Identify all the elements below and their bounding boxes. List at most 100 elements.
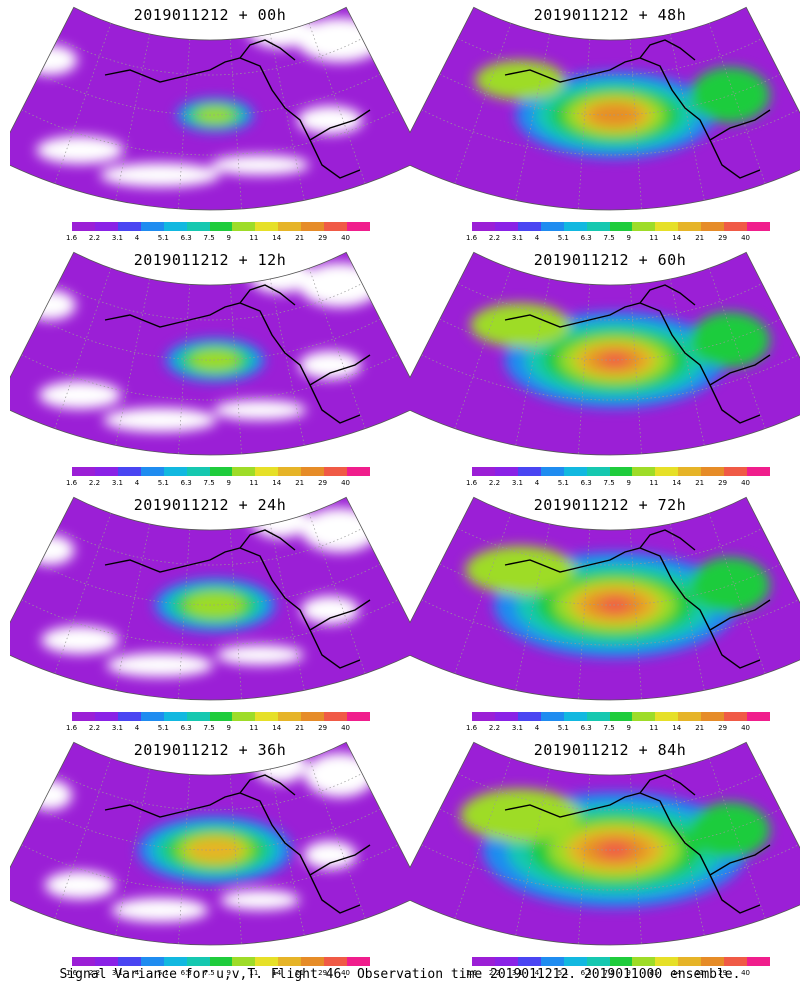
- colorbar-segment: [140, 222, 164, 231]
- colorbar-segment: [278, 957, 302, 966]
- colorbar-label: 29: [318, 969, 328, 977]
- colorbar-label: 14: [272, 234, 282, 242]
- colorbar: [72, 712, 370, 721]
- coastline: [504, 774, 771, 914]
- colorbar-label: 6.3: [180, 969, 192, 977]
- colorbar-segment: [655, 712, 679, 721]
- colorbar-label: 6.3: [580, 969, 592, 977]
- colorbar-label: 5.1: [157, 234, 169, 242]
- colorbar-label: 29: [718, 969, 728, 977]
- colorbar-segment: [494, 957, 518, 966]
- colorbar-segment: [163, 222, 187, 231]
- coastline: [504, 284, 771, 424]
- colorbar-label: 21: [295, 479, 305, 487]
- colorbar-label: 3.1: [511, 724, 523, 732]
- forecast-panel: 2019011212 + 72h 1.6 2.2 3.1 4 5.1 6.3 7.5 9 11 14…: [410, 490, 800, 735]
- colorbar-segment: [724, 957, 748, 966]
- colorbar-label: 9: [226, 234, 231, 242]
- colorbar-label: 1.6: [66, 234, 78, 242]
- colorbar-label: 29: [318, 479, 328, 487]
- colorbar-segment: [255, 467, 279, 476]
- map-frame: [10, 251, 410, 456]
- colorbar-segment: [301, 467, 325, 476]
- colorbar-label: 11: [649, 234, 659, 242]
- colorbar-segment: [163, 467, 187, 476]
- colorbar-label: 14: [272, 724, 282, 732]
- colorbar-label: 4: [534, 479, 540, 487]
- colorbar-label: 2.2: [488, 479, 501, 487]
- colorbar: [72, 957, 370, 966]
- colorbar-label: 3.1: [111, 969, 123, 977]
- colorbar-label: 21: [295, 234, 305, 242]
- colorbar-segment: [472, 712, 495, 721]
- forecast-panel: 2019011212 + 36h 1.6 2.2 3.1 4 5.1 6.3 7.5 9 11 14…: [10, 735, 410, 980]
- colorbar-label: 3.1: [111, 724, 123, 732]
- colorbar-label: 40: [341, 969, 350, 977]
- panel-title: 2019011212 + 36h: [133, 741, 287, 759]
- colorbar-label: 2.2: [488, 234, 501, 242]
- colorbar-label: 9: [626, 234, 631, 242]
- colorbar-label: 3.1: [511, 969, 523, 977]
- colorbar-segment: [678, 957, 702, 966]
- colorbar-label: 3.1: [511, 479, 523, 487]
- colorbar-label: 29: [718, 479, 728, 487]
- colorbar-label: 5.1: [157, 724, 169, 732]
- colorbar-label: 6.3: [580, 234, 592, 242]
- colorbar: [472, 467, 770, 476]
- colorbar-segment: [255, 957, 279, 966]
- colorbar-label: 40: [741, 234, 750, 242]
- colorbar-segment: [678, 467, 702, 476]
- colorbar-label: 6.3: [180, 724, 192, 732]
- colorbar-segment: [94, 957, 118, 966]
- colorbar: [472, 222, 770, 231]
- colorbar-segment: [563, 467, 587, 476]
- variance-map: [410, 251, 800, 456]
- colorbar-label: 6.3: [580, 479, 592, 487]
- colorbar-label: 21: [695, 969, 705, 977]
- colorbar-segment: [517, 712, 541, 721]
- colorbar-segment: [609, 712, 633, 721]
- colorbar-segment: [724, 222, 748, 231]
- colorbar-segment: [540, 467, 564, 476]
- colorbar-segment: [186, 222, 210, 231]
- forecast-panel: 2019011212 + 84h 1.6 2.2 3.1 4 5.1 6.3 7.5 9 11 14…: [410, 735, 800, 980]
- colorbar-segment: [186, 957, 210, 966]
- forecast-panel: 2019011212 + 00h 1.6 2.2 3.1 4 5.1 6.3 7.5 9 11 14…: [10, 0, 410, 245]
- variance-map: [410, 6, 800, 211]
- colorbar-segment: [632, 712, 656, 721]
- variance-map: [10, 251, 410, 456]
- colorbar-label: 11: [249, 234, 259, 242]
- colorbar-segment: [278, 467, 302, 476]
- colorbar-label: 6.3: [180, 479, 192, 487]
- colorbar-label: 6.3: [580, 724, 592, 732]
- colorbar-label: 21: [695, 724, 705, 732]
- map-frame: [410, 6, 800, 211]
- panel-title: 2019011212 + 00h: [133, 6, 287, 24]
- colorbar-label: 7.5: [603, 724, 615, 732]
- colorbar-segment: [278, 712, 302, 721]
- colorbar-segment: [563, 222, 587, 231]
- colorbar-segment: [563, 712, 587, 721]
- colorbar-segment: [472, 222, 495, 231]
- colorbar-label: 1.6: [66, 969, 78, 977]
- colorbar-segment: [163, 957, 187, 966]
- variance-map: [10, 6, 410, 211]
- colorbar-label: 5.1: [157, 969, 169, 977]
- colorbar-label: 40: [741, 724, 750, 732]
- colorbar-label: 4: [534, 234, 540, 242]
- colorbar-segment: [563, 957, 587, 966]
- coastline: [104, 774, 371, 914]
- map-frame: [10, 6, 410, 211]
- colorbar-segment: [117, 957, 141, 966]
- colorbar-label: 14: [672, 479, 682, 487]
- colorbar-label: 11: [649, 479, 659, 487]
- colorbar-segment: [140, 467, 164, 476]
- colorbar-segment: [324, 467, 348, 476]
- colorbar-label: 21: [295, 969, 305, 977]
- coastline: [504, 39, 771, 179]
- forecast-panel: 2019011212 + 24h 1.6 2.2 3.1 4 5.1 6.3 7.5 9 11 14…: [10, 490, 410, 735]
- colorbar-segment: [655, 467, 679, 476]
- colorbar-segment: [209, 712, 233, 721]
- panel-title: 2019011212 + 84h: [533, 741, 687, 759]
- colorbar-label: 7.5: [203, 234, 215, 242]
